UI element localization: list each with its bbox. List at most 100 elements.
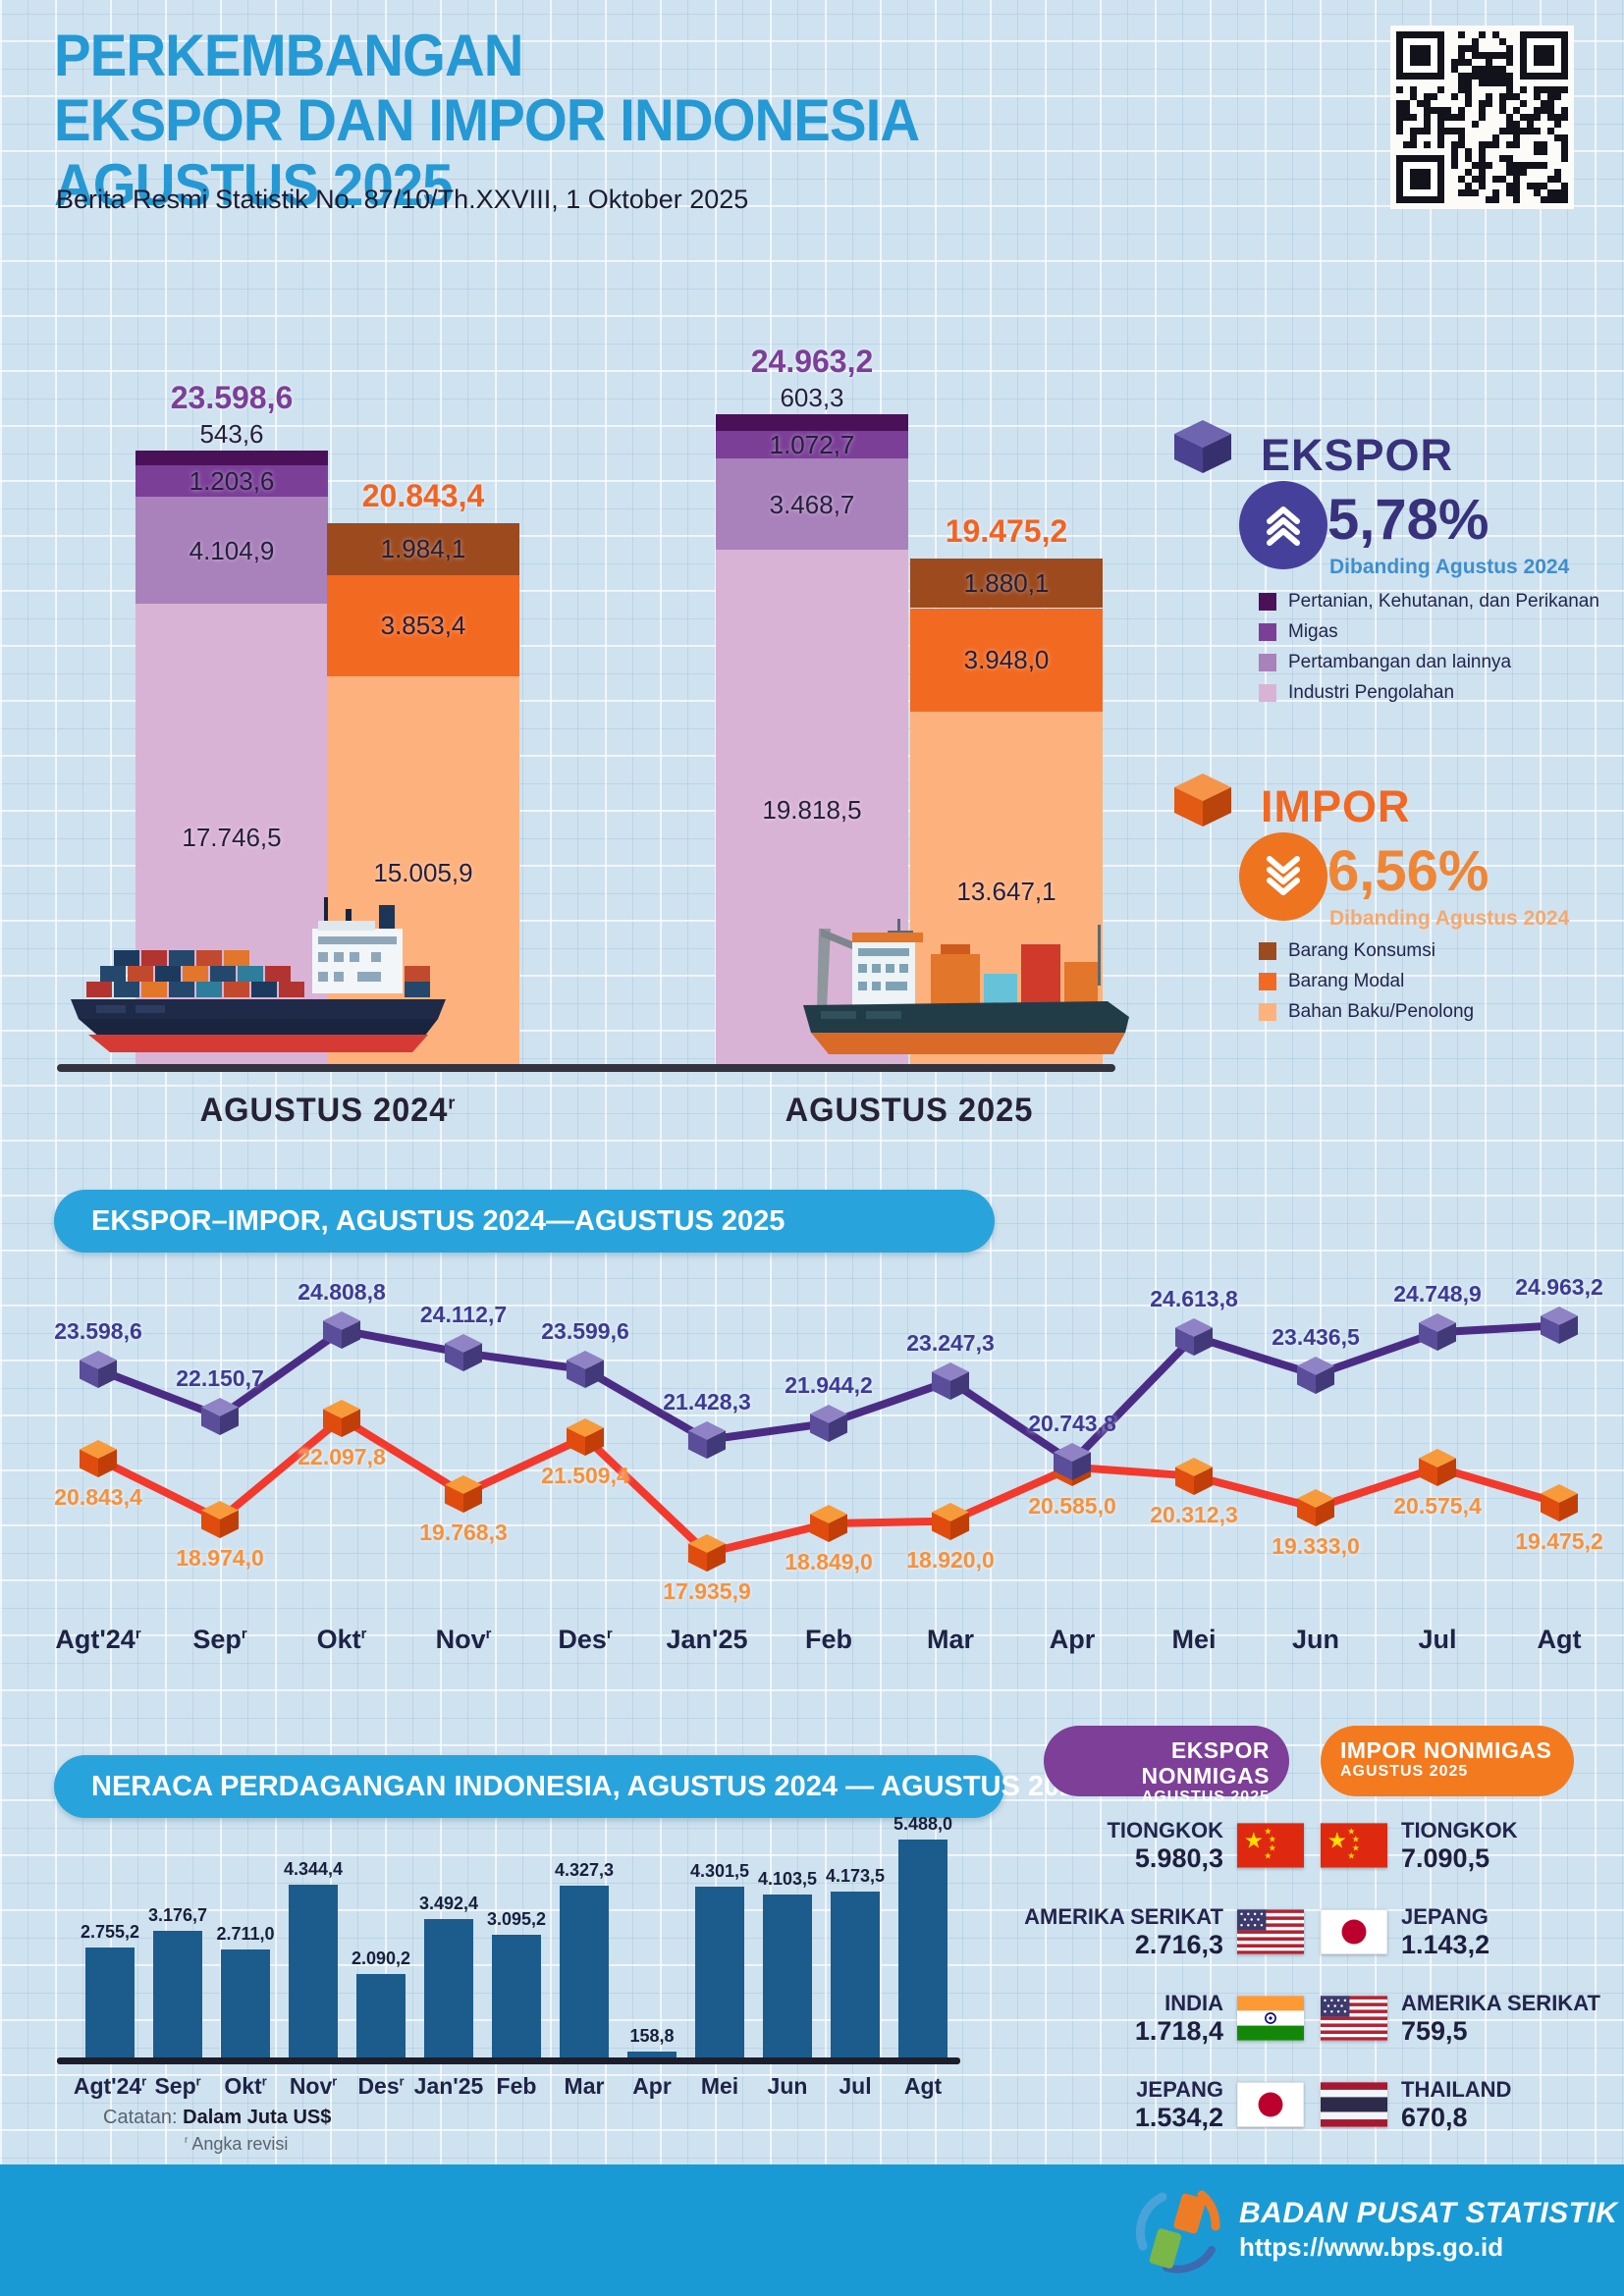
impor-point-label: 18.920,0 bbox=[906, 1546, 995, 1573]
country-row: ★ ★ ★ ★ ★ TIONGKOK 7.090,5 bbox=[1321, 1806, 1615, 1885]
line-month-label: Mar bbox=[926, 1625, 974, 1654]
country-row: AMERIKA SERIKAT 2.716,3 bbox=[1021, 1893, 1316, 1971]
country-value: 1.143,2 bbox=[1401, 1930, 1490, 1959]
svg-text:★: ★ bbox=[1264, 1827, 1272, 1837]
neraca-bar-value: 2.090,2 bbox=[351, 1949, 411, 1969]
ekspor-point-marker bbox=[565, 1349, 606, 1390]
note-rev-sup: r bbox=[185, 2135, 189, 2146]
svg-text:★: ★ bbox=[1269, 1843, 1276, 1853]
neraca-bar bbox=[492, 1934, 541, 2057]
bar-segment-barang-modal bbox=[327, 574, 519, 676]
line-month-label: Agt'24r bbox=[55, 1625, 141, 1654]
ekspor-point-marker bbox=[1173, 1316, 1215, 1358]
flag-us-icon bbox=[1237, 1909, 1304, 1954]
country-name: TIONGKOK bbox=[1401, 1818, 1518, 1842]
impor-point-label: 18.974,0 bbox=[176, 1544, 264, 1571]
ekspor-point-label: 24.963,2 bbox=[1515, 1274, 1603, 1301]
impor-legend: Barang Konsumsi Barang Modal Bahan Baku/Pe… bbox=[1259, 940, 1474, 1032]
country-name: AMERIKA SERIKAT bbox=[1401, 1991, 1600, 2015]
note-line-2: r Angka revisi bbox=[185, 2134, 288, 2155]
bar-segment-pertanian-kehutanan-dan-perikanan bbox=[716, 414, 908, 431]
impor-point-label: 18.849,0 bbox=[785, 1548, 873, 1575]
ekspor-nonmigas-title: EKSPOR NONMIGAS bbox=[1141, 1737, 1270, 1789]
bar-segment-value: 13.647,1 bbox=[956, 876, 1056, 906]
release-subtitle: Berita Resmi Statistik No. 87/10/Th.XXVI… bbox=[56, 185, 749, 214]
bar-segment-value: 1.203,6 bbox=[189, 465, 275, 496]
bar-segment-pertambangan-dan-lainnya bbox=[135, 496, 328, 605]
neraca-month-label: Jun bbox=[767, 2073, 808, 2099]
impor-point-label: 19.768,3 bbox=[419, 1519, 508, 1545]
legend-item: Pertanian, Kehutanan, dan Perikanan bbox=[1259, 591, 1599, 613]
impor-total-label: 19.475,2 bbox=[945, 513, 1068, 550]
page-title-line-3: AGUSTUS 2025 bbox=[54, 152, 454, 218]
line-month-label: Jun bbox=[1291, 1625, 1339, 1654]
legend-item: Pertambangan dan lainnya bbox=[1259, 652, 1599, 673]
line-month-label: Sepr bbox=[192, 1625, 247, 1654]
note-prefix: Catatan: bbox=[103, 2107, 178, 2128]
page-title-line-1: PERKEMBANGAN bbox=[54, 23, 523, 88]
neraca-bar bbox=[560, 1885, 609, 2057]
neraca-month-label: Feb bbox=[496, 2073, 537, 2099]
neraca-bar bbox=[356, 1974, 406, 2057]
ekspor-point-marker bbox=[443, 1332, 484, 1373]
bps-logo bbox=[1129, 2181, 1227, 2284]
svg-text:★: ★ bbox=[1347, 1851, 1355, 1861]
neraca-bar-value: 158,8 bbox=[629, 2025, 675, 2046]
group-caption: AGUSTUS 2024r bbox=[199, 1092, 456, 1129]
neraca-bar-value: 4.301,5 bbox=[689, 1860, 750, 1881]
note-rev-text: Angka revisi bbox=[191, 2134, 289, 2154]
impor-point-marker bbox=[1417, 1447, 1458, 1488]
bar-segment-value: 3.468,7 bbox=[769, 489, 855, 519]
impor-point-label: 19.333,0 bbox=[1272, 1533, 1360, 1559]
impor-point-label: 20.843,4 bbox=[54, 1484, 142, 1511]
line-month-label: Desr bbox=[558, 1625, 613, 1654]
legend-item: Barang Konsumsi bbox=[1259, 940, 1474, 962]
neraca-bar-value: 4.103,5 bbox=[757, 1868, 818, 1889]
bar-segment-barang-konsumsi bbox=[327, 522, 519, 575]
flag-th-icon bbox=[1321, 2082, 1387, 2127]
legend-label: Pertanian, Kehutanan, dan Perikanan bbox=[1288, 591, 1599, 612]
neraca-month-label: Mei bbox=[700, 2073, 739, 2099]
impor-point-label: 20.312,3 bbox=[1150, 1501, 1238, 1527]
country-value: 670,8 bbox=[1401, 2103, 1468, 2132]
country-row: THAILAND 670,8 bbox=[1321, 2065, 1615, 2144]
footer-org-name: BADAN PUSAT STATISTIK bbox=[1239, 2197, 1618, 2229]
svg-text:★: ★ bbox=[1264, 1851, 1272, 1861]
country-value: 5.980,3 bbox=[1134, 1843, 1223, 1873]
country-name: THAILAND bbox=[1401, 2077, 1512, 2102]
impor-total-label: 20.843,4 bbox=[361, 477, 485, 513]
country-row: INDIA 1.718,4 bbox=[1021, 1979, 1316, 2057]
ekspor-nonmigas-period: AGUSTUS 2025 bbox=[1141, 1789, 1270, 1805]
line-month-label: Mei bbox=[1171, 1625, 1217, 1654]
country-name: JEPANG bbox=[1401, 1904, 1489, 1929]
bar-segment-barang-konsumsi bbox=[910, 559, 1103, 609]
neraca-bar-value: 4.344,4 bbox=[283, 1859, 344, 1880]
legend-swatch bbox=[1259, 654, 1276, 671]
bar-segment-value: 3.853,4 bbox=[380, 611, 466, 641]
impor-point-marker bbox=[78, 1438, 119, 1479]
ekspor-legend: Pertanian, Kehutanan, dan Perikanan Migas… bbox=[1259, 591, 1599, 713]
footer-url[interactable]: https://www.bps.go.id bbox=[1239, 2232, 1504, 2262]
country-row: AMERIKA SERIKAT 759,5 bbox=[1321, 1979, 1615, 2057]
neraca-month-label: Agt'24r bbox=[73, 2073, 147, 2099]
ekspor-point-label: 23.436,5 bbox=[1272, 1323, 1360, 1350]
neraca-bar-value: 3.492,4 bbox=[418, 1893, 479, 1913]
impor-point-marker bbox=[1295, 1487, 1336, 1528]
ekspor-point-marker bbox=[686, 1419, 728, 1461]
country-value: 1.718,4 bbox=[1134, 2016, 1223, 2046]
neraca-bar bbox=[221, 1949, 270, 2057]
impor-point-marker bbox=[686, 1532, 728, 1574]
bar-segment-value: 3.948,0 bbox=[963, 645, 1050, 675]
ekspor-point-label: 22.150,7 bbox=[176, 1365, 264, 1392]
neraca-month-label: Apr bbox=[632, 2073, 672, 2099]
legend-item: Industri Pengolahan bbox=[1259, 682, 1599, 704]
legend-swatch bbox=[1259, 942, 1276, 960]
bar-segment-migas bbox=[716, 430, 908, 459]
neraca-bar bbox=[695, 1886, 744, 2057]
svg-text:★: ★ bbox=[1347, 1827, 1355, 1837]
impor-point-label: 19.475,2 bbox=[1515, 1528, 1603, 1555]
ekspor-nonmigas-header: EKSPOR NONMIGAS AGUSTUS 2025 bbox=[1044, 1726, 1289, 1805]
line-month-label: Apr bbox=[1049, 1625, 1096, 1654]
bar-segment-value: 1.880,1 bbox=[963, 568, 1050, 599]
